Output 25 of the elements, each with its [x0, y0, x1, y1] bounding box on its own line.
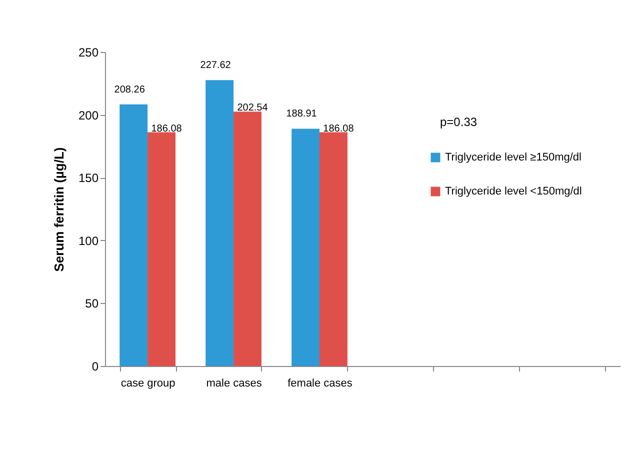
y-tick-label: 0: [92, 360, 99, 374]
bar: [206, 80, 234, 366]
bar: [234, 112, 262, 366]
data-label: 208.26: [114, 84, 146, 96]
legend-label: Triglyceride level ≥150mg/dl: [445, 152, 582, 164]
bar: [292, 128, 320, 366]
annotation: p=0.33: [440, 115, 478, 129]
legend-label: Triglyceride level <150mg/dl: [445, 186, 582, 198]
y-tick-label: 250: [78, 46, 99, 60]
x-tick-label: male cases: [206, 378, 262, 390]
bar: [120, 104, 148, 366]
data-label: 186.08: [151, 123, 182, 134]
y-axis-title: Serum ferritin (µg/L): [51, 147, 66, 272]
bar: [148, 132, 176, 366]
y-tick-label: 50: [85, 296, 99, 311]
x-tick-label: case group: [120, 378, 176, 390]
data-label: 186.08: [323, 123, 354, 134]
x-tick-label: female cases: [288, 378, 353, 390]
bar: [320, 132, 348, 366]
y-tick-label: 150: [78, 171, 99, 186]
data-label: 188.91: [286, 108, 318, 120]
data-label: 227.62: [200, 60, 232, 72]
y-tick-label: 200: [78, 108, 99, 122]
data-label: 202.54: [237, 102, 268, 114]
y-tick-label: 100: [78, 234, 99, 248]
